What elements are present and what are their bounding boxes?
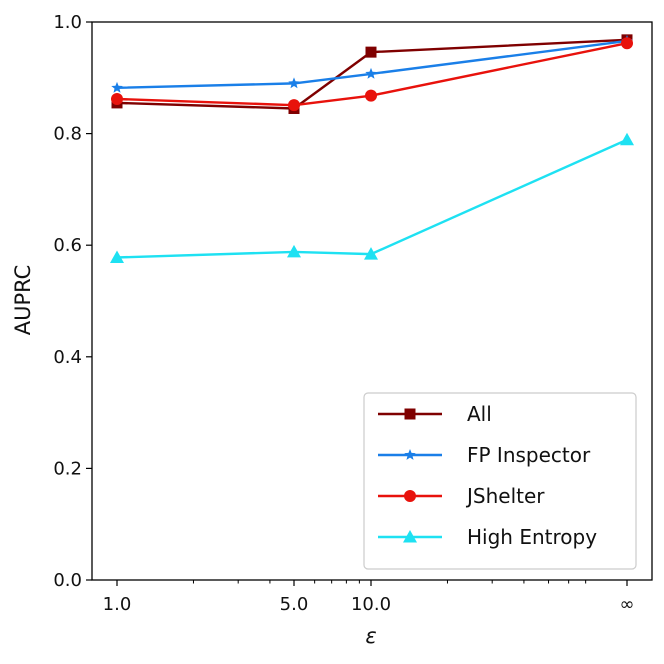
y-axis-label: AUPRC [11,265,35,336]
legend-label-all: All [467,402,492,426]
legend-box [363,392,637,570]
series-line-all [116,38,628,110]
data-point-high-entropy [364,247,378,260]
series-line-high-entropy [116,138,628,259]
data-point-jshelter [111,93,123,106]
x-axis-label: ε [365,624,376,648]
series-line-fp-inspector [116,39,628,90]
data-point-high-entropy [620,132,634,146]
series-high-entropy [110,132,634,263]
x-tick-label: ∞ [620,594,635,615]
series-line-jshelter [116,42,628,107]
legend-marker-high-entropy [403,530,417,543]
data-point-fp-inspector [288,77,300,89]
data-point-jshelter [288,99,300,112]
legend-label-jshelter: JShelter [465,484,545,508]
legend-label-high-entropy: High Entropy [467,525,597,549]
data-point-fp-inspector [365,67,377,79]
y-tick-label: 0.6 [53,235,82,256]
legend-marker-fp-inspector [404,449,416,460]
data-point-high-entropy [287,244,301,258]
data-point-jshelter [621,37,633,50]
series-jshelter [111,37,633,112]
y-tick-label: 0.2 [53,458,82,479]
y-tick-label: 0.8 [53,124,82,145]
x-tick-label: 10.0 [351,594,391,615]
y-tick-label: 0.0 [53,570,82,591]
legend-label-fp-inspector: FP Inspector [467,443,591,467]
x-tick-label: 5.0 [280,594,309,615]
data-point-fp-inspector [111,81,123,93]
legend-marker-jshelter [404,490,416,502]
plot-frame [91,21,653,581]
y-tick-label: 1.0 [53,12,82,33]
data-point-all [365,46,377,58]
data-point-jshelter [365,89,377,102]
x-tick-label: 1.0 [103,594,132,615]
legend-marker-all [404,408,416,420]
y-tick-label: 0.4 [53,347,82,368]
data-point-high-entropy [110,250,124,263]
